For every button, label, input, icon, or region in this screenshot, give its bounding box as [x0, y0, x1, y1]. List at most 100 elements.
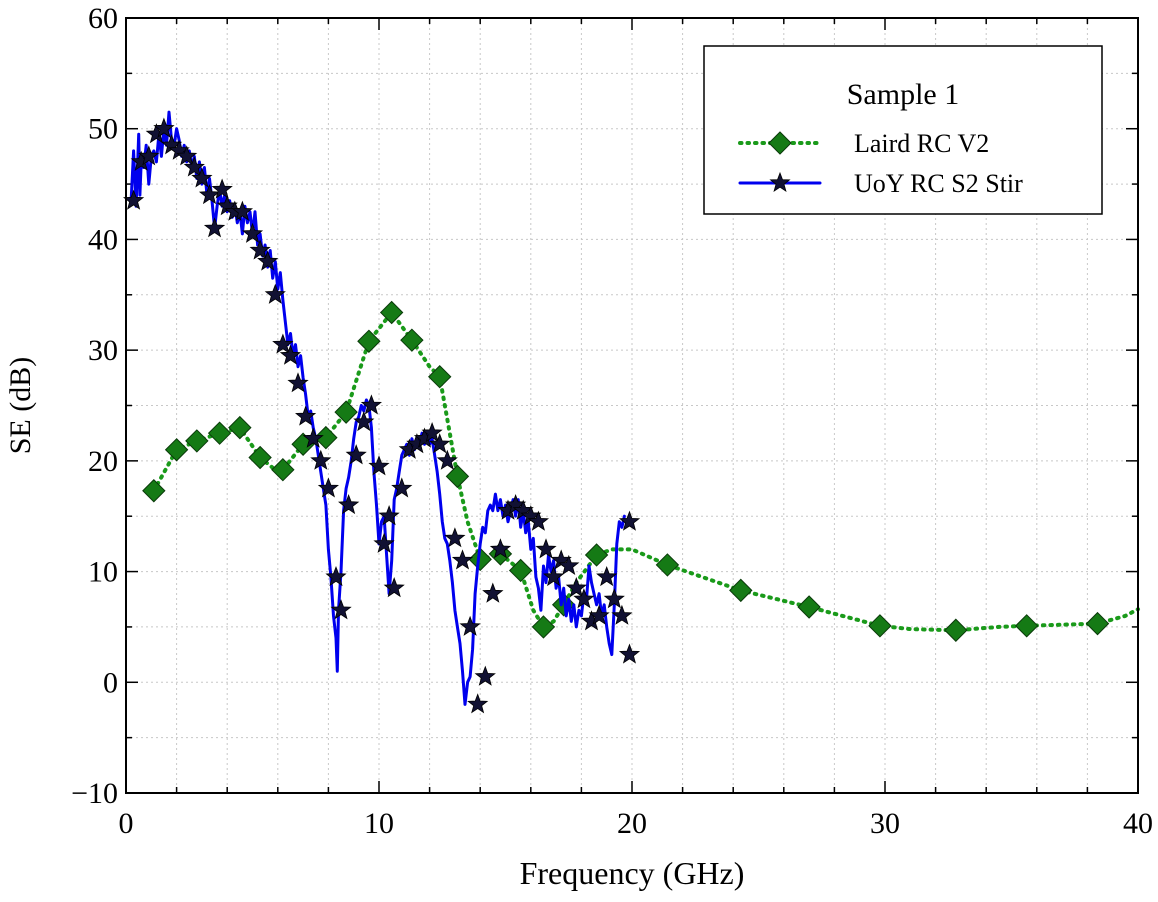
data-point-diamond — [357, 329, 381, 353]
data-point-star — [287, 372, 309, 393]
y-tick-label: 30 — [88, 334, 118, 367]
data-point-diamond — [207, 421, 232, 445]
data-point-diamond — [445, 464, 470, 489]
data-point-star — [302, 427, 324, 448]
data-point-diamond — [428, 365, 452, 389]
data-point-star — [543, 565, 565, 587]
data-point-diamond — [729, 578, 753, 603]
data-point-star — [391, 477, 413, 498]
data-point-star — [603, 588, 625, 609]
data-point-star — [421, 422, 443, 443]
data-point-star — [451, 549, 474, 570]
data-point-star — [444, 527, 466, 548]
data-point-star — [249, 239, 271, 260]
data-point-star — [618, 510, 641, 531]
legend-box — [703, 45, 1103, 215]
data-point-star — [330, 599, 352, 620]
legend-title: Sample 1 — [847, 78, 960, 111]
data-point-diamond — [584, 543, 609, 567]
series-layer — [123, 110, 1140, 714]
data-point-star — [345, 444, 367, 465]
plot-frame — [125, 17, 1139, 794]
data-point-star — [338, 493, 360, 515]
data-point-star — [482, 582, 504, 603]
data-point-star — [360, 394, 382, 415]
data-point-diamond — [400, 328, 424, 352]
data-point-diamond — [248, 445, 272, 470]
grid-layer — [126, 18, 1138, 793]
series-line — [151, 310, 1140, 633]
y-tick-label: 20 — [88, 445, 118, 478]
x-tick-label: 10 — [364, 807, 394, 840]
data-point-diamond — [1085, 611, 1110, 636]
data-point-star — [198, 183, 221, 205]
data-point-diamond — [379, 300, 404, 325]
data-point-star — [474, 665, 496, 686]
data-point-diamond — [314, 425, 338, 450]
data-point-diamond — [271, 458, 295, 482]
data-point-star — [558, 554, 580, 576]
data-point-star — [138, 145, 160, 166]
data-point-star — [241, 222, 264, 243]
data-point-diamond — [531, 615, 556, 639]
data-point-star — [257, 250, 279, 271]
data-point-star — [310, 449, 332, 470]
data-point-star — [459, 615, 481, 636]
y-tick-label: 50 — [88, 113, 118, 146]
data-point-diamond — [142, 479, 166, 503]
data-point-star — [211, 178, 233, 199]
y-tick-label: 0 — [103, 666, 118, 699]
x-tick-label: 20 — [617, 807, 647, 840]
data-point-star — [203, 217, 226, 238]
legend: Sample 1 Laird RC V2 UoY RC S2 Stir — [703, 45, 1103, 215]
data-point-star — [383, 577, 405, 598]
data-point-star — [317, 477, 339, 498]
x-tick-label: 30 — [870, 807, 900, 840]
data-point-star — [191, 167, 213, 188]
y-tick-label: −10 — [71, 777, 118, 810]
data-point-diamond — [164, 438, 189, 462]
data-point-diamond — [1014, 614, 1039, 638]
data-point-star — [618, 643, 641, 664]
data-point-diamond — [228, 415, 252, 440]
data-point-diamond — [468, 547, 492, 572]
data-point-star — [272, 333, 294, 354]
legend-entries: Laird RC V2 UoY RC S2 Stir — [738, 129, 1023, 198]
x-axis-label: Frequency (GHz) — [520, 855, 745, 891]
data-point-diamond — [797, 595, 821, 619]
data-point-star — [611, 604, 633, 625]
data-point-star — [429, 433, 451, 454]
data-point-star — [436, 449, 458, 470]
data-point-star — [279, 344, 302, 365]
data-point-diamond — [655, 553, 680, 577]
data-point-star — [467, 693, 489, 714]
data-point-star — [153, 117, 175, 138]
data-point-star — [373, 532, 395, 553]
data-point-star — [264, 283, 286, 304]
y-tick-label: 10 — [88, 556, 118, 589]
data-point-star — [489, 538, 512, 559]
data-point-star — [231, 200, 254, 221]
data-point-star — [535, 538, 557, 559]
data-point-star — [295, 405, 317, 426]
data-point-star — [588, 604, 610, 625]
series-uoy-rc-s2-stir — [123, 110, 641, 714]
legend-marker-diamond — [768, 131, 792, 155]
data-point-star — [378, 505, 400, 526]
data-point-star — [368, 455, 390, 476]
data-point-diamond — [868, 614, 892, 638]
data-point-star — [565, 577, 587, 598]
legend-marker-star — [769, 171, 791, 193]
data-point-star — [353, 410, 375, 432]
data-point-diamond — [334, 400, 358, 424]
data-point-diamond — [944, 618, 968, 642]
legend-label: UoY RC S2 Stir — [854, 169, 1023, 198]
y-axis-label: SE (dB) — [4, 357, 37, 455]
x-tick-label: 40 — [1123, 807, 1153, 840]
x-tick-label: 0 — [119, 807, 134, 840]
data-point-diamond — [508, 558, 533, 583]
y-tick-label: 60 — [88, 2, 118, 35]
data-point-star — [573, 588, 595, 609]
